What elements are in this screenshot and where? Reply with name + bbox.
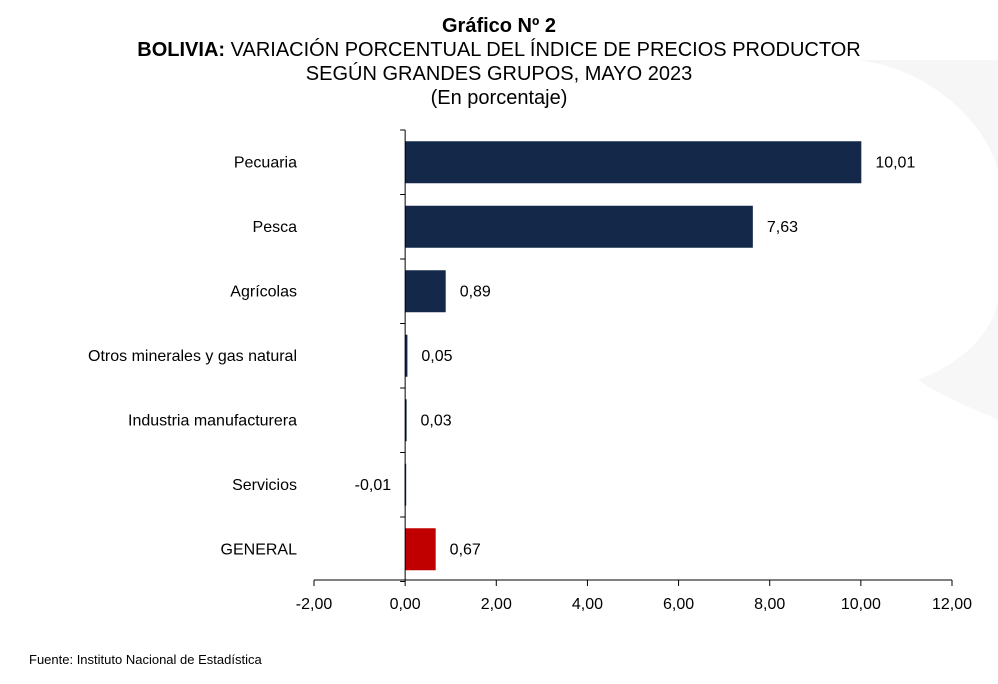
data-label-3: 0,89 xyxy=(460,283,491,300)
data-label-6: -0,01 xyxy=(355,477,392,494)
x-tick-label-3: 2,00 xyxy=(481,596,512,613)
chart-header: Gráfico Nº 2 BOLIVIA: VARIACIÓN PORCENTU… xyxy=(0,14,998,110)
chart-subtitle-line2: SEGÚN GRANDES GRUPOS, MAYO 2023 xyxy=(305,63,693,85)
chart-subtitle: BOLIVIA: VARIACIÓN PORCENTUAL DEL ÍNDICE… xyxy=(0,38,998,62)
category-label-3: Agrícolas xyxy=(230,283,297,300)
category-label-2: Pesca xyxy=(253,219,298,236)
category-label-7: GENERAL xyxy=(221,541,298,558)
bar-1 xyxy=(405,141,862,184)
source-note: Fuente: Instituto Nacional de Estadístic… xyxy=(29,652,262,667)
bar-4 xyxy=(405,334,408,377)
category-label-5: Industria manufacturera xyxy=(128,412,297,429)
data-label-5: 0,03 xyxy=(421,412,452,429)
bar-2 xyxy=(405,205,753,248)
subtitle-country: BOLIVIA: xyxy=(137,39,226,61)
x-tick-label-1: -2,00 xyxy=(296,596,333,613)
x-tick-label-8: 12,00 xyxy=(932,596,972,613)
bar-5 xyxy=(405,399,407,442)
data-label-2: 7,63 xyxy=(767,219,798,236)
x-tick-label-6: 8,00 xyxy=(754,596,785,613)
chart-title: Gráfico Nº 2 xyxy=(441,15,556,37)
data-label-7: 0,67 xyxy=(450,541,481,558)
category-label-4: Otros minerales y gas natural xyxy=(88,348,297,365)
x-tick-label-7: 10,00 xyxy=(841,596,881,613)
data-label-1: 10,01 xyxy=(875,154,915,171)
x-tick-label-4: 4,00 xyxy=(572,596,603,613)
data-label-4: 0,05 xyxy=(421,348,452,365)
bar-7 xyxy=(405,528,436,571)
x-tick-label-5: 6,00 xyxy=(663,596,694,613)
category-label-6: Servicios xyxy=(232,477,297,494)
subtitle-text: VARIACIÓN PORCENTUAL DEL ÍNDICE DE PRECI… xyxy=(225,39,861,61)
x-tick-label-2: 0,00 xyxy=(390,596,421,613)
unit-note: (En porcentaje) xyxy=(430,87,568,109)
bar-3 xyxy=(405,270,446,313)
category-label-1: Pecuaria xyxy=(234,154,297,171)
